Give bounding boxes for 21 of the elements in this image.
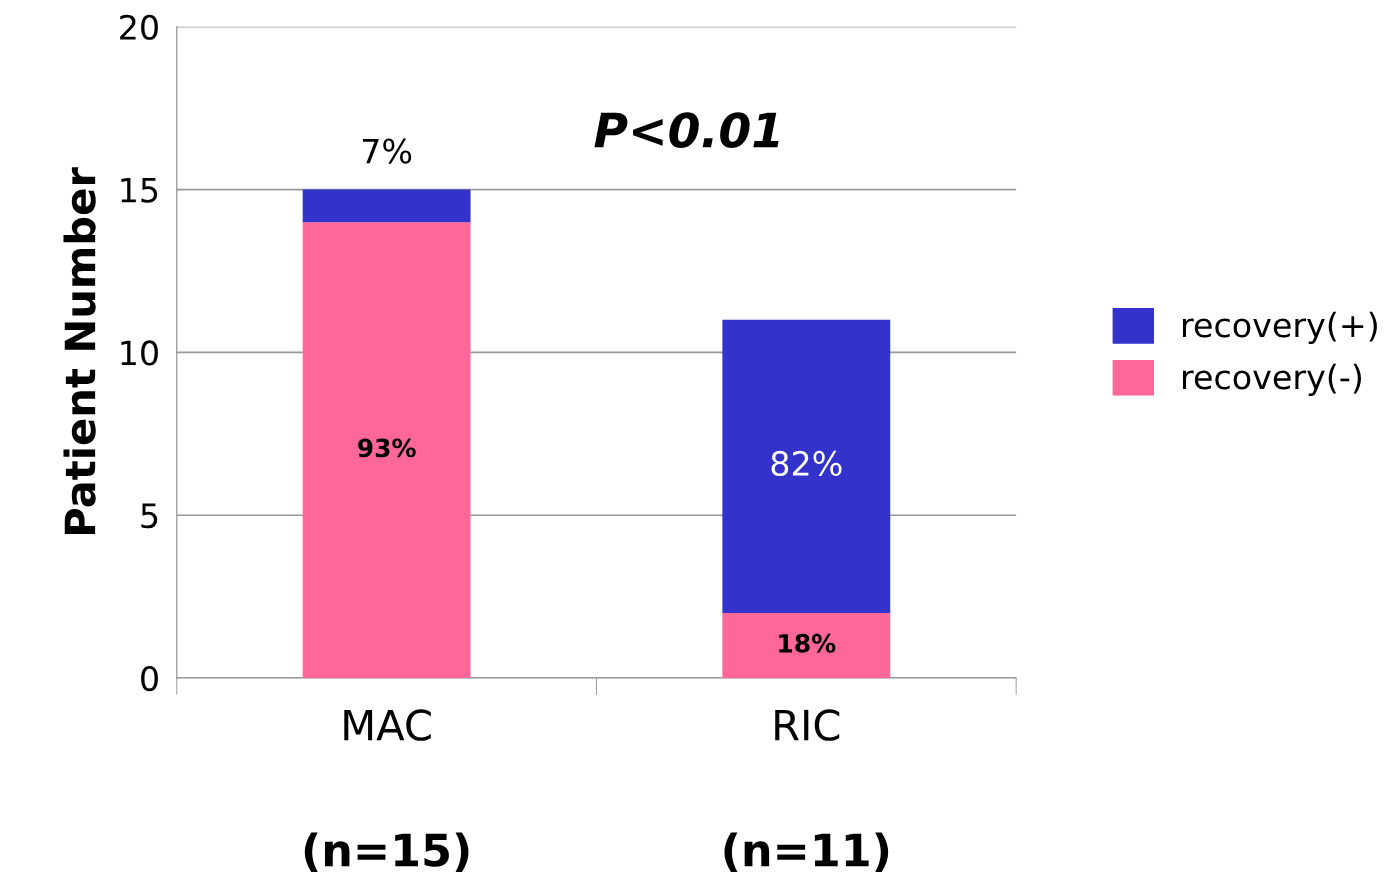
y-tick-label: 15 (121, 177, 158, 203)
y-tick-label: 0 (141, 665, 158, 692)
bar (302, 189, 471, 223)
annotation: 18% (779, 633, 836, 653)
annotation: 7% (362, 138, 412, 164)
annotation: P<0.01 (594, 112, 779, 148)
y-axis-title: Patient Number (63, 167, 96, 534)
legend-label: recovery(-) (1183, 363, 1361, 396)
y-tick-label: 10 (121, 340, 158, 366)
x-tick-label: MAC (344, 709, 431, 741)
text: (n=15) (304, 832, 469, 873)
annotation: 82% (771, 450, 842, 477)
bar (722, 612, 891, 679)
bar (302, 222, 471, 679)
y-tick-label: 20 (120, 14, 158, 40)
bar (722, 319, 891, 613)
y-tick-label: 5 (141, 503, 158, 529)
legend-label: recovery(+) (1183, 311, 1377, 345)
annotation: 93% (358, 438, 416, 458)
x-tick-label: RIC (775, 709, 840, 741)
text: (n=11) (724, 832, 889, 873)
